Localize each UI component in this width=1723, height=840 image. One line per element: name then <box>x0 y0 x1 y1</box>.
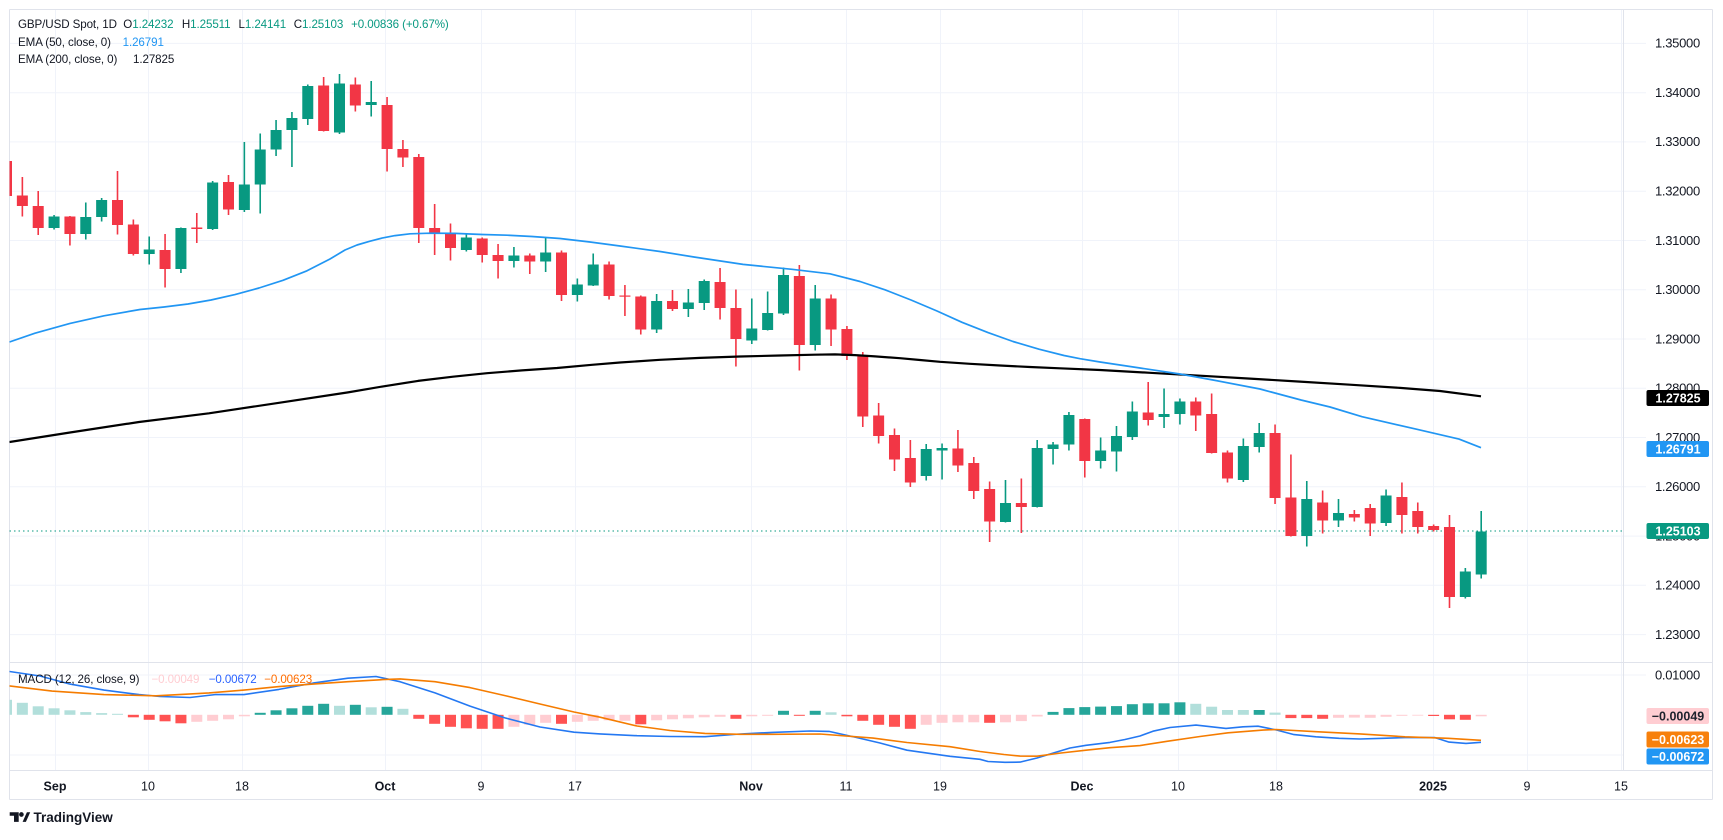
svg-text:C1.25103: C1.25103 <box>294 18 344 31</box>
svg-text:19: 19 <box>933 780 947 794</box>
svg-text:1.26000: 1.26000 <box>1655 479 1700 494</box>
svg-text:18: 18 <box>1269 780 1283 794</box>
svg-text:−0.00672: −0.00672 <box>1652 750 1705 764</box>
svg-text:Dec: Dec <box>1071 780 1094 794</box>
svg-text:1.24000: 1.24000 <box>1655 578 1700 593</box>
svg-text:1.35000: 1.35000 <box>1655 36 1700 51</box>
svg-text:2025: 2025 <box>1419 780 1447 794</box>
svg-text:−0.00623: −0.00623 <box>264 673 312 686</box>
svg-text:10: 10 <box>141 780 155 794</box>
svg-text:11: 11 <box>840 780 853 794</box>
svg-text:1.23000: 1.23000 <box>1655 627 1700 642</box>
svg-text:GBP/USD Spot, 1D: GBP/USD Spot, 1D <box>18 18 117 31</box>
svg-text:17: 17 <box>568 780 582 794</box>
svg-text:1.27825: 1.27825 <box>133 53 174 66</box>
svg-text:Sep: Sep <box>44 780 67 794</box>
svg-text:1.30000: 1.30000 <box>1655 282 1700 297</box>
svg-text:+0.00836 (+0.67%): +0.00836 (+0.67%) <box>351 18 449 31</box>
svg-text:18: 18 <box>235 780 249 794</box>
svg-text:H1.25511: H1.25511 <box>182 18 231 31</box>
svg-text:1.26791: 1.26791 <box>1655 442 1700 456</box>
svg-text:1.26791: 1.26791 <box>123 36 164 49</box>
svg-text:O1.24232: O1.24232 <box>123 18 173 31</box>
svg-text:1.27825: 1.27825 <box>1655 391 1700 405</box>
svg-text:EMA (50, close, 0): EMA (50, close, 0) <box>18 36 111 49</box>
svg-text:−0.00049: −0.00049 <box>1652 709 1705 723</box>
svg-text:1.33000: 1.33000 <box>1655 134 1700 149</box>
svg-text:9: 9 <box>1524 780 1531 794</box>
svg-text:1.29000: 1.29000 <box>1655 331 1700 346</box>
svg-text:1.34000: 1.34000 <box>1655 85 1700 100</box>
svg-text:Nov: Nov <box>739 780 763 794</box>
svg-text:−0.00623: −0.00623 <box>1652 733 1705 747</box>
svg-text:L1.24141: L1.24141 <box>239 18 287 31</box>
svg-text:10: 10 <box>1171 780 1185 794</box>
svg-text:1.32000: 1.32000 <box>1655 184 1700 199</box>
svg-text:−0.00049: −0.00049 <box>152 673 200 686</box>
svg-text:Oct: Oct <box>375 780 397 794</box>
svg-text:9: 9 <box>478 780 485 794</box>
svg-text:1.31000: 1.31000 <box>1655 233 1700 248</box>
svg-text:TradingView: TradingView <box>34 810 114 825</box>
svg-text:1.25103: 1.25103 <box>1655 524 1700 538</box>
svg-text:MACD (12, 26, close, 9): MACD (12, 26, close, 9) <box>18 673 140 686</box>
svg-text:−0.00672: −0.00672 <box>209 673 257 686</box>
svg-text:0.01000: 0.01000 <box>1655 667 1700 682</box>
svg-text:15: 15 <box>1614 780 1628 794</box>
svg-text:EMA (200, close, 0): EMA (200, close, 0) <box>18 53 118 66</box>
